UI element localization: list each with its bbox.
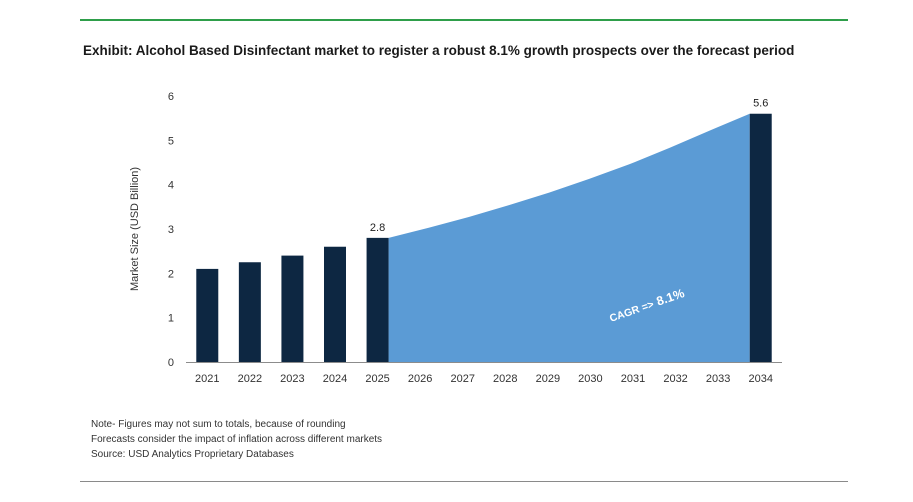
y-axis-title: Market Size (USD Billion)	[129, 167, 141, 291]
exhibit-title: Exhibit: Alcohol Based Disinfectant mark…	[83, 43, 795, 58]
x-tick-label-2031: 2031	[621, 373, 645, 385]
x-tick-label-2026: 2026	[408, 373, 432, 385]
y-tick-label-3: 3	[168, 224, 174, 236]
x-tick-label-2025: 2025	[365, 373, 389, 385]
bars-layer	[196, 113, 772, 362]
x-tick-label-2027: 2027	[450, 373, 474, 385]
bar-2021	[196, 268, 219, 362]
note-source: Source: USD Analytics Proprietary Databa…	[91, 449, 294, 460]
y-tick-label-2: 2	[168, 268, 174, 280]
x-tick-label-2022: 2022	[238, 373, 262, 385]
bar-2023	[281, 255, 304, 362]
note-rounding: Note- Figures may not sum to totals, bec…	[91, 419, 346, 430]
data-label-2034: 5.6	[753, 98, 768, 110]
note-inflation: Forecasts consider the impact of inflati…	[91, 434, 383, 445]
top-rule	[80, 19, 848, 21]
y-tick-label-0: 0	[168, 357, 174, 369]
x-tick-label-2023: 2023	[280, 373, 304, 385]
x-tick-label-2028: 2028	[493, 373, 517, 385]
bar-2024	[324, 246, 346, 362]
forecast-area	[388, 113, 750, 362]
axes-layer: 0 1 2 3 4 5 6 2021 2022 2023 2024 2025 2026 2027 2028 2…	[129, 91, 782, 385]
forecast-area-layer	[388, 113, 750, 362]
y-tick-label-6: 6	[168, 91, 174, 103]
bar-2022	[238, 262, 261, 362]
x-tick-label-2033: 2033	[706, 373, 730, 385]
x-tick-label-2021: 2021	[195, 373, 219, 385]
y-tick-label-5: 5	[168, 135, 174, 147]
x-tick-label-2034: 2034	[748, 373, 772, 385]
x-tick-label-2029: 2029	[536, 373, 560, 385]
x-tick-label-2030: 2030	[578, 373, 602, 385]
x-tick-label-2024: 2024	[323, 373, 347, 385]
bar-2025	[366, 237, 389, 362]
bottom-rule	[80, 481, 848, 482]
x-tick-label-2032: 2032	[663, 373, 687, 385]
data-label-2025: 2.8	[370, 222, 385, 234]
notes: Note- Figures may not sum to totals, bec…	[91, 417, 382, 462]
bar-2034	[749, 113, 772, 362]
y-tick-label-1: 1	[168, 313, 174, 325]
y-tick-label-4: 4	[168, 180, 174, 192]
